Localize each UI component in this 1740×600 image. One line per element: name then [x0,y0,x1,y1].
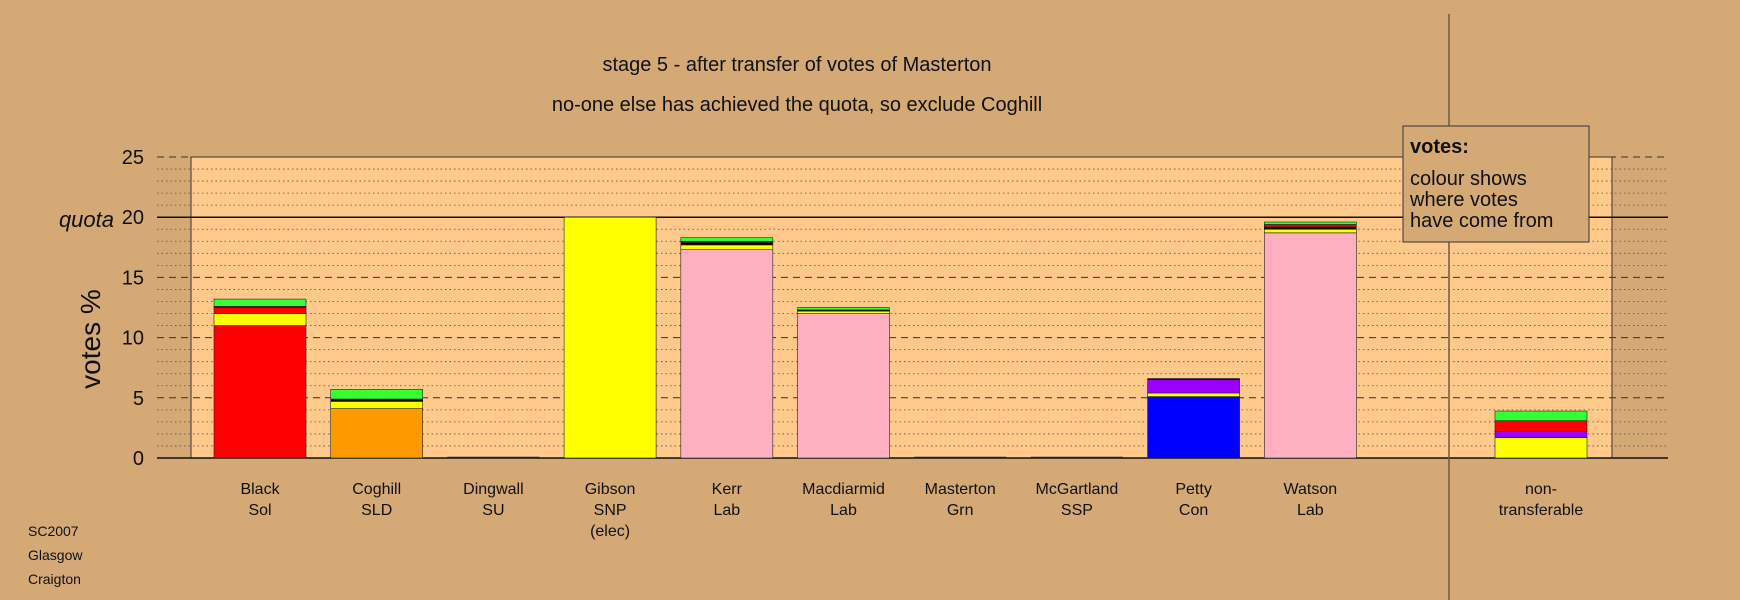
bar-segment [330,408,424,459]
bar-segment [563,216,657,459]
bar-segment [680,244,774,251]
bar-segment [213,307,307,314]
y-axis-label: votes % [75,289,106,389]
bar-segment [1264,228,1357,234]
bar-segment [213,325,307,459]
bar-segment [797,313,890,459]
bar-segment [330,401,424,409]
nontransferable-bar-segment [1494,420,1588,432]
category-label: Lab [1297,502,1324,519]
category-label: Grn [947,502,974,519]
nontransferable-label: transferable [1499,502,1584,519]
category-label: Masterton [925,481,996,498]
category-label: Sol [248,502,271,519]
bar-segment [1264,232,1357,459]
category-label: Coghill [352,481,401,498]
bar-segment [330,389,424,400]
nontransferable-bar-segment [1494,410,1588,421]
bar-segment [1147,378,1240,381]
category-label: Watson [1283,481,1337,498]
corner-note-line: Craigton [28,571,81,587]
y-tick-label: 20 [122,207,144,229]
category-label: Dingwall [463,481,523,498]
legend: votes: colour shows where votes have com… [1402,125,1590,243]
legend-line: have come from [1410,210,1553,232]
plot-area: 0 5 10 15 20 25 Black Sol Coghill SLD Dingwall SU Gi… [122,14,1668,600]
nontransferable-label: non- [1525,481,1557,498]
bar-segment [213,313,307,326]
category-label: Gibson [585,481,636,498]
plot-background [190,156,1613,459]
category-label: SSP [1061,502,1093,519]
category-label: Black [240,481,280,498]
category-label: Macdiarmid [802,481,885,498]
bar-segment [680,249,774,459]
category-label: (elec) [590,523,630,540]
bar-segment [680,237,774,242]
category-label: Kerr [712,481,743,498]
bar-segment [1264,224,1357,228]
bar-segment [1147,379,1240,394]
category-label: McGartland [1036,481,1119,498]
bar-segment [797,310,890,314]
chart-title: stage 5 - after transfer of votes of Mas… [602,54,991,76]
y-tick-label: 5 [133,388,144,410]
bar-segment [680,242,774,246]
legend-line: where votes [1409,189,1518,211]
category-label: Lab [713,502,740,519]
legend-box [1402,125,1590,243]
bar-segment [1264,221,1357,225]
chart-subtitle: no-one else has achieved the quota, so e… [552,94,1042,116]
y-tick-label: 15 [122,267,144,289]
category-label: SNP [594,502,627,519]
category-label: SU [482,502,504,519]
bar-segment [797,307,890,311]
bar-segment [1264,226,1357,230]
y-tick-label: 0 [133,448,144,470]
y-tick-label: 10 [122,328,144,350]
legend-title: votes: [1410,136,1469,158]
bar-segment [213,298,307,307]
category-label: SLD [361,502,392,519]
bar-segment [330,398,424,402]
corner-note-line: Glasgow [28,547,83,563]
bar-segment [1147,392,1240,397]
category-label: Lab [830,502,857,519]
corner-note-line: SC2007 [28,523,79,539]
nontransferable-bar-segment [1494,431,1588,438]
category-label: Con [1179,502,1208,519]
bar-segment [1147,396,1240,459]
category-label: Petty [1175,481,1211,498]
nontransferable-bar-segment [1494,437,1588,459]
corner-note: SC2007 Glasgow Craigton [28,523,83,587]
legend-line: colour shows [1410,168,1527,190]
y-tick-label: 25 [122,147,144,169]
quota-label: quota [59,207,114,232]
